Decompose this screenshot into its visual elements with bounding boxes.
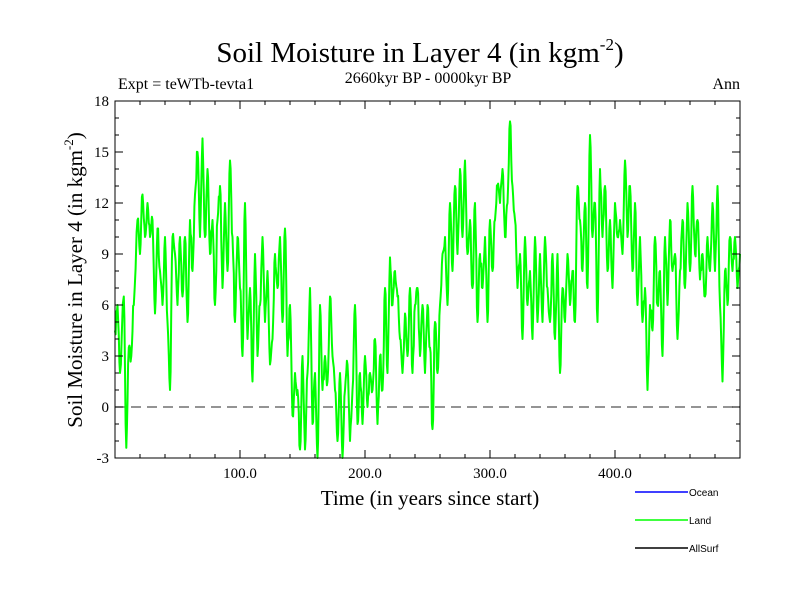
x-tick-label: 400.0 — [598, 466, 632, 482]
plot-area: -3 0 3 6 9 12 15 18 100.0 200.0 300.0 400.0 — [94, 94, 741, 482]
chart-title-main: Soil Moisture in Layer 4 (in kgm — [216, 37, 600, 69]
y-tick-label: 3 — [102, 349, 110, 365]
expt-label: Expt = teWTb-tevta1 — [118, 76, 254, 93]
chart-title-close: ) — [614, 37, 624, 69]
y-tick-label: 9 — [102, 247, 110, 263]
x-axis-label: Time (in years since start) — [321, 486, 540, 510]
x-tick-label: 100.0 — [223, 466, 257, 482]
legend-label-land: Land — [689, 516, 711, 527]
y-tick-label: 18 — [94, 94, 109, 110]
season-label: Ann — [712, 76, 740, 93]
plot-frame — [114, 100, 741, 459]
y-tick-label: 6 — [102, 298, 110, 314]
legend: Ocean Land AllSurf — [635, 488, 719, 555]
y-tick-label: 0 — [102, 400, 110, 416]
chart-title: Soil Moisture in Layer 4 (in kgm-2) — [216, 35, 623, 69]
x-tick-label: 300.0 — [473, 466, 507, 482]
y-axis-label-sup: -2 — [61, 139, 76, 150]
y-axis-label-main: Soil Moisture in Layer 4 (in kgm — [63, 150, 87, 428]
y-tick-label: 15 — [94, 145, 109, 161]
series-line-land — [114, 120, 741, 459]
chart-title-sup: -2 — [600, 35, 614, 54]
y-axis-label-close: ) — [63, 132, 87, 139]
x-tick-label: 200.0 — [348, 466, 382, 482]
y-tick-label: -3 — [97, 451, 110, 467]
y-tick-label: 12 — [94, 196, 109, 212]
chart-subtitle: 2660kyr BP - 0000kyr BP — [345, 70, 512, 87]
legend-label-allsurf: AllSurf — [689, 544, 719, 555]
y-axis-label: Soil Moisture in Layer 4 (in kgm-2) — [61, 132, 87, 427]
legend-label-ocean: Ocean — [689, 488, 718, 499]
